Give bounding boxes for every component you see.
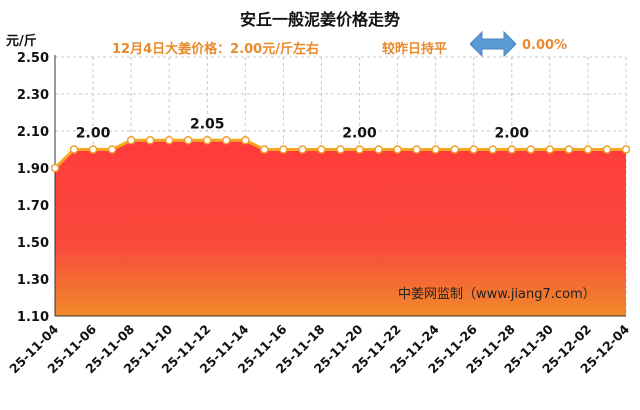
data-point: [164, 136, 174, 145]
data-point: [50, 163, 60, 173]
data-point: [583, 145, 593, 154]
data-point: [355, 145, 364, 154]
data-point: [145, 136, 155, 145]
y-tick-label: 1.30: [17, 273, 49, 288]
y-tick-label: 2.10: [17, 125, 49, 140]
price-area: [55, 140, 626, 316]
data-point: [393, 145, 402, 154]
data-label: 2.05: [190, 116, 225, 132]
data-point: [431, 145, 440, 154]
data-point: [564, 145, 574, 154]
change-text: 较昨日持平: [382, 42, 448, 57]
data-point: [412, 145, 421, 154]
data-point: [545, 145, 555, 154]
data-point: [126, 136, 136, 145]
data-label: 2.00: [495, 126, 530, 142]
change-percent: 0.00%: [522, 38, 568, 53]
double-arrow-icon: [470, 31, 516, 57]
labels: 2.00 2.05 2.00 2.00: [76, 116, 530, 141]
data-point: [469, 145, 478, 154]
y-tick-label: 1.50: [17, 236, 49, 251]
data-point: [260, 145, 269, 154]
data-point: [336, 145, 345, 154]
data-point: [279, 145, 288, 154]
price-summary: 12月4日大姜价格：2.00元/斤左右: [112, 42, 319, 57]
chart-title: 安丘一般泥姜价格走势: [239, 10, 400, 29]
data-point: [488, 145, 498, 154]
data-point: [374, 145, 383, 154]
data-point: [183, 136, 193, 145]
data-point: [621, 145, 631, 154]
y-tick-label: 1.90: [17, 162, 49, 177]
data-point: [602, 145, 612, 154]
y-tick-label: 2.30: [17, 88, 49, 103]
data-label: 2.00: [76, 126, 111, 142]
y-tick-label: 2.50: [17, 51, 49, 66]
data-points: [50, 136, 631, 173]
data-point: [450, 145, 459, 154]
data-label: 2.00: [342, 126, 377, 142]
data-point: [241, 136, 250, 145]
data-point: [88, 145, 98, 154]
data-point: [317, 145, 326, 154]
data-point: [222, 136, 231, 145]
data-point: [107, 145, 117, 154]
data-point: [298, 145, 307, 154]
y-tick-label: 1.70: [17, 199, 49, 214]
watermark: 中姜网监制（www.jiang7.com）: [398, 287, 596, 302]
y-axis-unit: 元/斤: [6, 34, 37, 49]
data-point: [526, 145, 536, 154]
y-tick-label: 1.10: [17, 310, 49, 325]
data-point: [69, 145, 79, 154]
data-point: [507, 145, 517, 154]
data-point: [203, 136, 212, 145]
